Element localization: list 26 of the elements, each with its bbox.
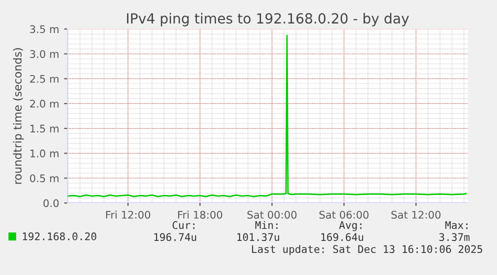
x-tick-label: Sat 12:00 — [391, 210, 441, 219]
text: Last update: Sat Dec 13 16:10:06 2025 — [252, 244, 482, 256]
y-tick-label: 3.5 m — [30, 25, 58, 34]
y-tick-label: 3.0 m — [30, 50, 58, 58]
x-tick-label: Sat 06:00 — [319, 210, 369, 219]
text: Avg: — [339, 221, 362, 232]
x-tick-label: Fri 18:00 — [178, 210, 222, 219]
x-tick-label: Sat 00:00 — [247, 210, 297, 219]
text: 196.74u — [154, 233, 196, 242]
y-axis-title: roundtrip time (seconds) — [13, 48, 24, 184]
legend-label: 192.168.0.20 — [22, 232, 96, 240]
x-tick-label: Fri 12:00 — [106, 210, 150, 219]
text: Cur: — [172, 221, 194, 230]
text: 101.37u — [237, 233, 280, 242]
y-tick-label: 1.0 m — [30, 150, 58, 158]
text: 169.64u — [321, 233, 364, 242]
y-tick-label: 2.0 m — [30, 100, 58, 108]
y-tick-label: 0.0 — [43, 199, 59, 208]
text: 3.37m — [439, 233, 470, 242]
chart-title: IPv4 ping times to 192.168.0.20 - by day — [127, 12, 409, 26]
text: Max: — [445, 221, 468, 230]
text: Min: — [255, 220, 278, 229]
y-tick-label: 0.5 m — [30, 174, 58, 182]
y-tick-label: 1.5 m — [30, 124, 58, 133]
y-tick-label: 2.5 m — [30, 74, 58, 83]
line-series — [67, 34, 467, 198]
